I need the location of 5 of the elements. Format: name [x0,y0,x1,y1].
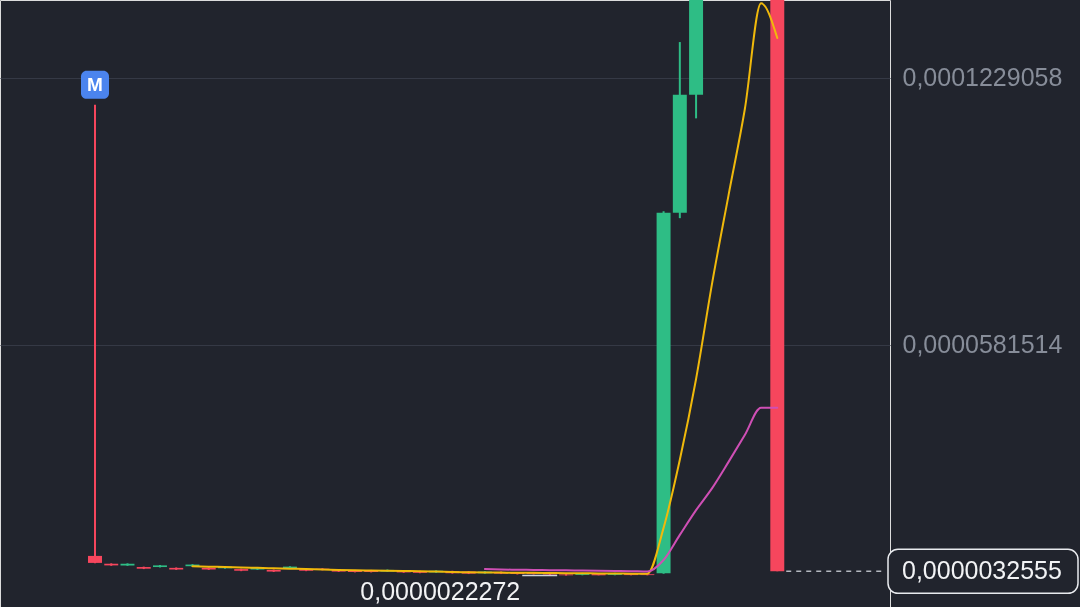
annotation: 0,0000022272 [360,576,521,605]
annotation: M [87,73,103,95]
y-tick-label: 0,0001229058 [902,63,1063,92]
ref-line-label: 0,0000032555 [902,556,1062,585]
y-tick-label: 0,0000581514 [902,330,1063,359]
